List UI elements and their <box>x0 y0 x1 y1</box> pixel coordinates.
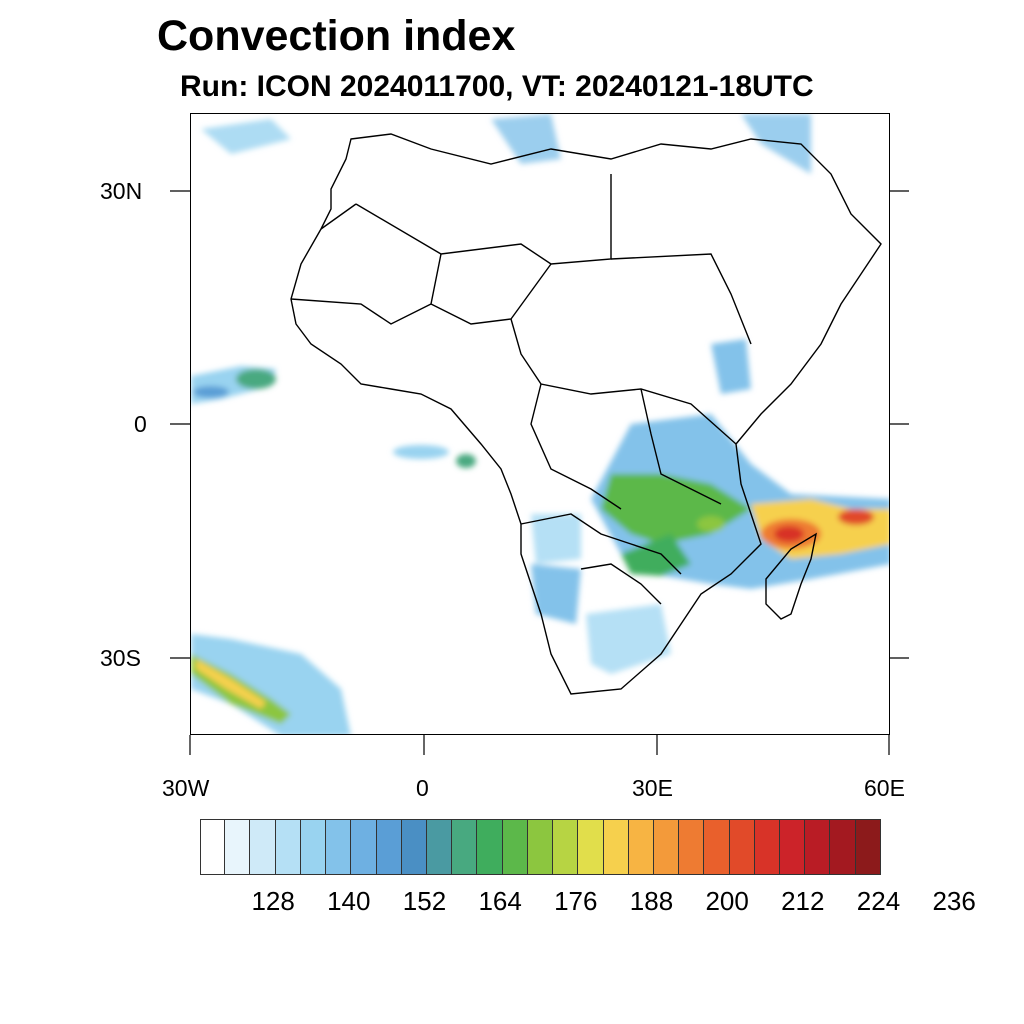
colorbar-cell <box>326 819 352 875</box>
colorbar-cell <box>729 819 755 875</box>
colorbar-cell <box>300 819 327 875</box>
map-panel <box>190 113 890 735</box>
colorbar-cell <box>275 819 301 875</box>
colorbar-cell <box>477 819 503 875</box>
colorbar-cell <box>376 819 402 875</box>
colorbar-cell <box>200 819 226 875</box>
lon-label-30w: 30W <box>162 775 210 801</box>
lon-label-0: 0 <box>416 775 429 801</box>
map-canvas <box>191 114 889 734</box>
colorbar-cell <box>603 819 629 875</box>
colorbar-cell <box>225 819 251 875</box>
colorbar-label: 152 <box>402 886 447 916</box>
colorbar-cell <box>653 819 680 875</box>
colorbar-label: 200 <box>705 886 749 916</box>
colorbar-cell <box>250 819 276 875</box>
colorbar-cell <box>578 819 604 875</box>
lat-label-30s: 30S <box>100 645 141 671</box>
lat-label-30n: 30N <box>100 178 143 204</box>
colorbar-label: 188 <box>629 886 674 916</box>
colorbar <box>200 819 881 875</box>
colorbar-cell <box>704 819 730 875</box>
colorbar-label: 212 <box>781 886 825 916</box>
colorbar-label: 224 <box>856 886 901 916</box>
colorbar-cell <box>452 819 478 875</box>
colorbar-label: 164 <box>478 886 522 916</box>
colorbar-label: 176 <box>554 886 598 916</box>
colorbar-label: 236 <box>932 886 976 916</box>
colorbar-cell <box>553 819 579 875</box>
lon-label-60e: 60E <box>864 775 905 801</box>
colorbar-cell <box>805 819 831 875</box>
colorbar-cell <box>426 819 453 875</box>
colorbar-cell <box>401 819 427 875</box>
colorbar-label: 140 <box>327 886 371 916</box>
colorbar-cell <box>502 819 528 875</box>
convection-field <box>191 114 889 734</box>
colorbar-cell <box>527 819 554 875</box>
colorbar-cell <box>830 819 856 875</box>
colorbar-cell <box>754 819 781 875</box>
colorbar-cell <box>628 819 654 875</box>
colorbar-cell <box>351 819 377 875</box>
colorbar-cell <box>855 819 881 875</box>
run-subtitle: Run: ICON 2024011700, VT: 20240121-18UTC <box>180 70 814 103</box>
colorbar-cell <box>780 819 806 875</box>
lon-label-30e: 30E <box>632 775 673 801</box>
colorbar-cell <box>679 819 705 875</box>
chart-title: Convection index <box>157 12 516 60</box>
coastlines <box>290 133 882 695</box>
lat-label-0: 0 <box>134 411 147 437</box>
colorbar-label: 128 <box>251 886 295 916</box>
